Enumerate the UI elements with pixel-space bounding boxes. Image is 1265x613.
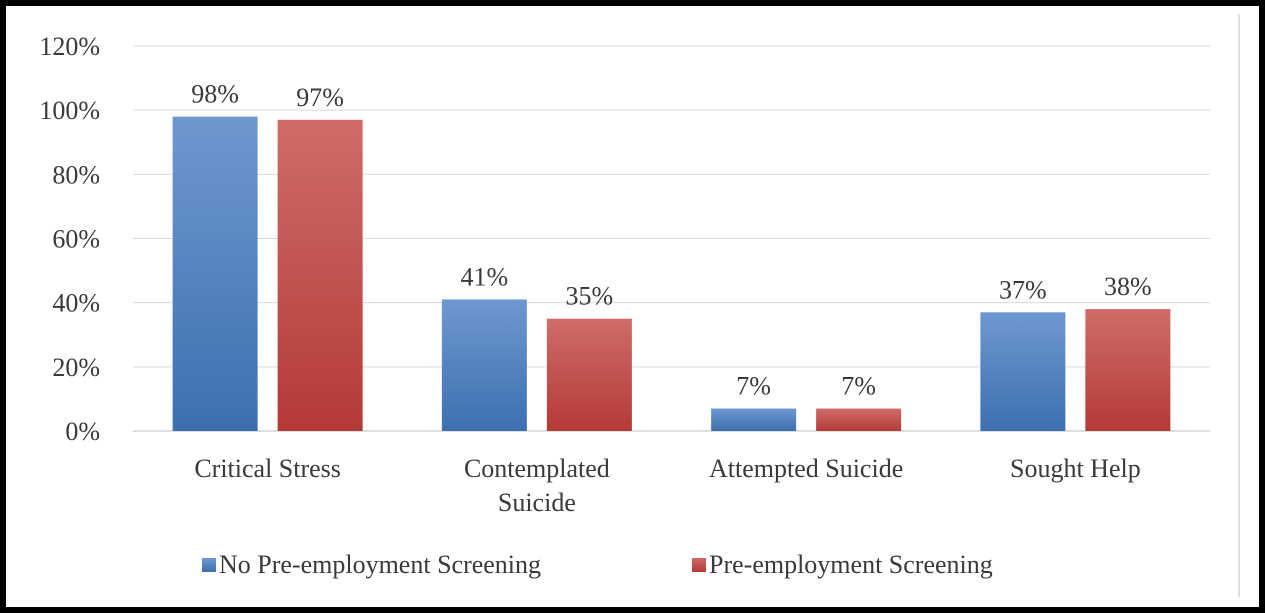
legend-label: No Pre-employment Screening [219, 550, 541, 579]
y-tick-label: 100% [39, 96, 100, 125]
category-labels: Critical Stress Contemplated Suicide Attemp… [194, 454, 1140, 517]
data-label: 7% [736, 372, 771, 401]
category-label: Critical Stress [194, 454, 341, 483]
data-label: 98% [191, 80, 239, 109]
category-label: Contemplated [464, 454, 610, 483]
bar-no-screening-0 [172, 116, 258, 431]
bar-screening-0 [277, 119, 363, 432]
data-labels: 98% 97% 41% 35% 7% 7% 37% 38% [191, 80, 1151, 401]
y-axis-tick-labels: 0% 20% 40% 60% 80% 100% 120% [39, 32, 100, 446]
y-tick-label: 20% [52, 353, 100, 382]
y-tick-label: 60% [52, 225, 100, 254]
category-label: Sought Help [1010, 454, 1141, 483]
data-label: 41% [461, 262, 509, 291]
y-tick-label: 120% [39, 32, 100, 61]
y-tick-label: 0% [65, 417, 100, 446]
bar-screening-2 [816, 408, 902, 431]
category-label: Attempted Suicide [709, 454, 903, 483]
data-label: 7% [841, 372, 876, 401]
bar-no-screening-3 [980, 312, 1066, 431]
legend-swatch-1 [692, 558, 706, 572]
data-label: 97% [296, 83, 344, 112]
bar-screening-3 [1085, 309, 1171, 431]
bar-no-screening-1 [441, 299, 527, 431]
data-label: 37% [999, 275, 1047, 304]
data-label: 35% [566, 282, 614, 311]
legend-swatch-0 [202, 558, 216, 572]
y-tick-label: 40% [52, 289, 100, 318]
bar-screening-1 [546, 318, 632, 431]
category-label: Suicide [498, 488, 576, 517]
y-tick-label: 80% [52, 160, 100, 189]
legend-label: Pre-employment Screening [709, 550, 993, 579]
data-label: 38% [1104, 272, 1152, 301]
bar-no-screening-2 [711, 408, 797, 431]
bars [172, 116, 1171, 432]
legend: No Pre-employment Screening Pre-employmen… [202, 550, 993, 579]
